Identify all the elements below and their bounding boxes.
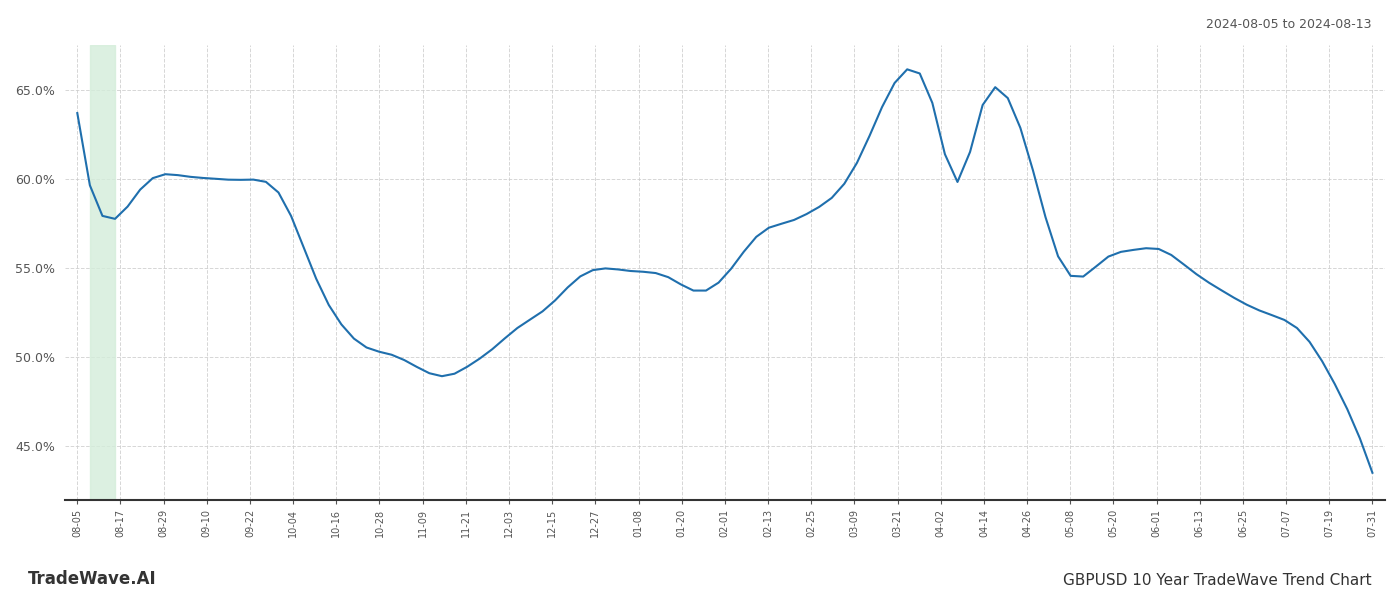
Text: GBPUSD 10 Year TradeWave Trend Chart: GBPUSD 10 Year TradeWave Trend Chart <box>1064 573 1372 588</box>
Text: 2024-08-05 to 2024-08-13: 2024-08-05 to 2024-08-13 <box>1207 18 1372 31</box>
Bar <box>90 45 115 500</box>
Text: TradeWave.AI: TradeWave.AI <box>28 570 157 588</box>
